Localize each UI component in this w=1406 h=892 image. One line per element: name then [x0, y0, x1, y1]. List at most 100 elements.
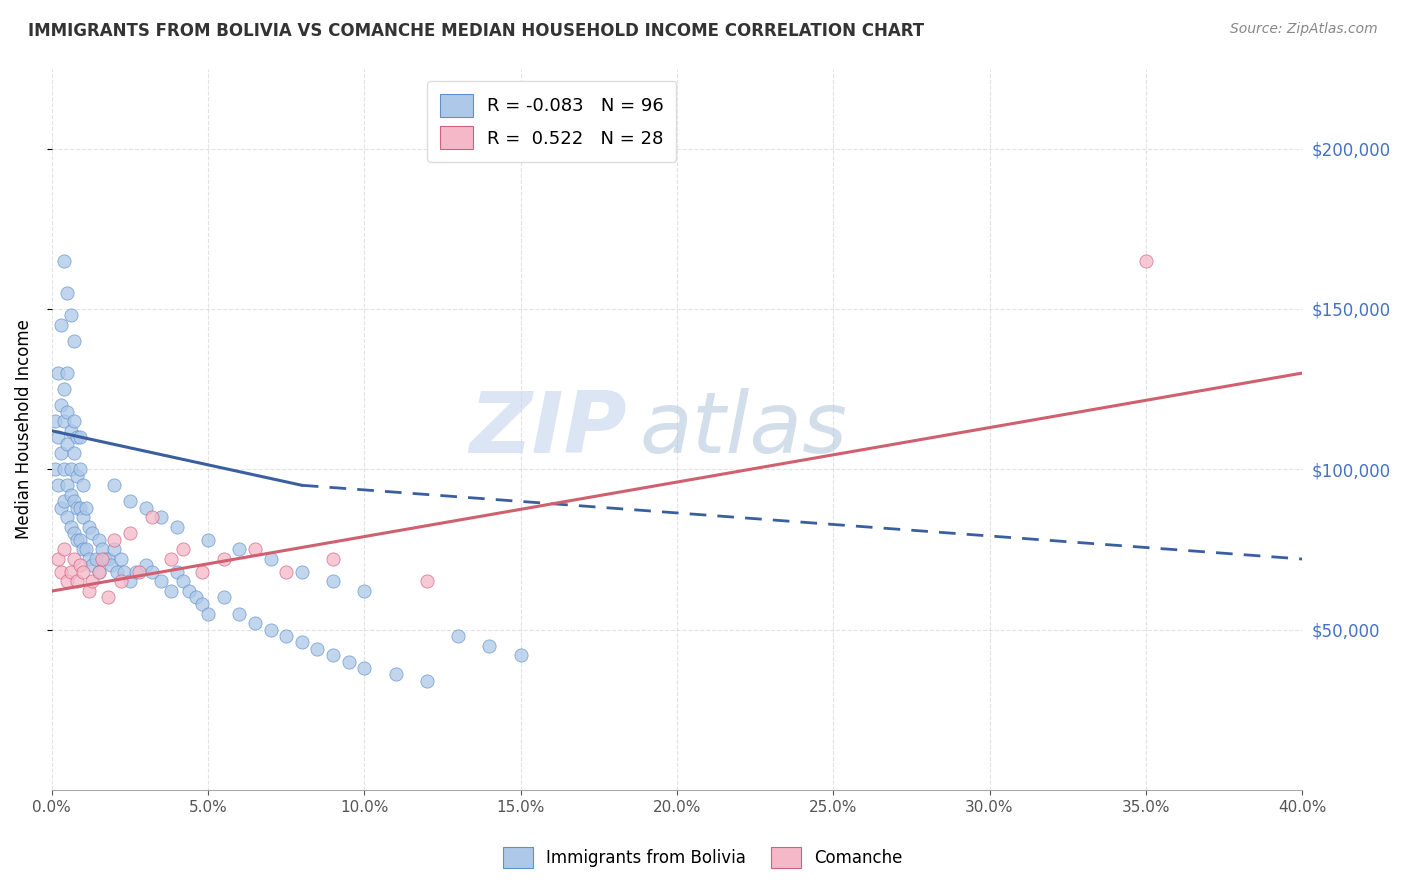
Point — [322, 648, 344, 663]
Point — [228, 607, 250, 621]
Point — [82, 558, 104, 573]
Point — [100, 558, 122, 573]
Point — [112, 565, 135, 579]
Point — [103, 533, 125, 547]
Point — [53, 382, 76, 396]
Point — [87, 565, 110, 579]
Point — [1135, 253, 1157, 268]
Point — [110, 574, 132, 589]
Point — [49, 446, 72, 460]
Point — [66, 468, 89, 483]
Point — [62, 552, 84, 566]
Point — [150, 574, 173, 589]
Point — [447, 629, 470, 643]
Point — [228, 542, 250, 557]
Point — [87, 565, 110, 579]
Point — [53, 494, 76, 508]
Point — [59, 565, 82, 579]
Point — [75, 500, 97, 515]
Point — [243, 616, 266, 631]
Point — [172, 542, 194, 557]
Point — [291, 565, 314, 579]
Point — [87, 533, 110, 547]
Point — [141, 565, 163, 579]
Point — [159, 552, 181, 566]
Point — [166, 520, 188, 534]
Point — [90, 552, 112, 566]
Point — [90, 542, 112, 557]
Text: Source: ZipAtlas.com: Source: ZipAtlas.com — [1230, 22, 1378, 37]
Point — [72, 565, 94, 579]
Legend: R = -0.083   N = 96, R =  0.522   N = 28: R = -0.083 N = 96, R = 0.522 N = 28 — [427, 81, 676, 161]
Point — [69, 500, 91, 515]
Point — [56, 478, 79, 492]
Point — [46, 478, 69, 492]
Point — [72, 478, 94, 492]
Point — [97, 591, 120, 605]
Point — [191, 597, 214, 611]
Point — [49, 500, 72, 515]
Point — [59, 424, 82, 438]
Point — [72, 542, 94, 557]
Point — [62, 446, 84, 460]
Point — [291, 635, 314, 649]
Point — [212, 552, 235, 566]
Point — [82, 526, 104, 541]
Point — [118, 494, 141, 508]
Point — [184, 591, 207, 605]
Point — [46, 552, 69, 566]
Point — [384, 667, 406, 681]
Point — [276, 565, 298, 579]
Point — [307, 641, 329, 656]
Point — [103, 542, 125, 557]
Point — [105, 565, 128, 579]
Point — [69, 462, 91, 476]
Point — [125, 565, 148, 579]
Point — [59, 462, 82, 476]
Point — [77, 552, 100, 566]
Point — [141, 510, 163, 524]
Point — [97, 552, 120, 566]
Point — [135, 558, 157, 573]
Text: atlas: atlas — [640, 388, 848, 471]
Point — [159, 584, 181, 599]
Point — [46, 366, 69, 380]
Point — [59, 488, 82, 502]
Point — [66, 574, 89, 589]
Point — [75, 542, 97, 557]
Point — [56, 404, 79, 418]
Point — [69, 533, 91, 547]
Point — [243, 542, 266, 557]
Point — [66, 533, 89, 547]
Point — [56, 436, 79, 450]
Point — [44, 462, 66, 476]
Point — [416, 673, 439, 688]
Point — [337, 655, 360, 669]
Point — [53, 253, 76, 268]
Point — [509, 648, 531, 663]
Point — [197, 607, 219, 621]
Point — [53, 462, 76, 476]
Point — [128, 565, 150, 579]
Point — [69, 430, 91, 444]
Point — [110, 552, 132, 566]
Point — [82, 574, 104, 589]
Point — [66, 500, 89, 515]
Point — [353, 584, 375, 599]
Point — [416, 574, 439, 589]
Point — [197, 533, 219, 547]
Point — [166, 565, 188, 579]
Point — [150, 510, 173, 524]
Point — [172, 574, 194, 589]
Point — [62, 494, 84, 508]
Point — [59, 309, 82, 323]
Point — [56, 285, 79, 300]
Y-axis label: Median Household Income: Median Household Income — [15, 319, 32, 539]
Point — [62, 334, 84, 348]
Point — [259, 623, 281, 637]
Point — [478, 639, 501, 653]
Text: IMMIGRANTS FROM BOLIVIA VS COMANCHE MEDIAN HOUSEHOLD INCOME CORRELATION CHART: IMMIGRANTS FROM BOLIVIA VS COMANCHE MEDI… — [28, 22, 924, 40]
Point — [59, 520, 82, 534]
Point — [62, 526, 84, 541]
Point — [212, 591, 235, 605]
